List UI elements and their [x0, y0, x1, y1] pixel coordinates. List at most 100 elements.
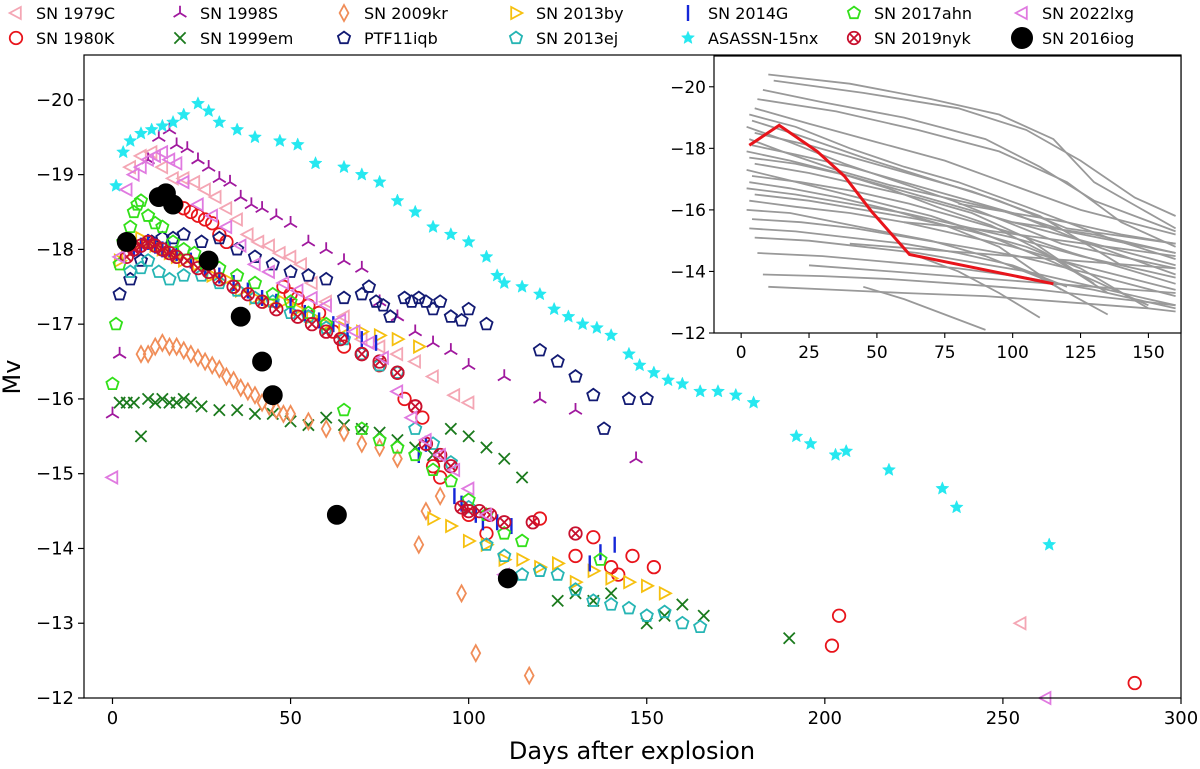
legend-entry-ptf11iqb: PTF11iqb [336, 29, 438, 48]
legend-entry-sn-1998s: SN 1998S [173, 4, 278, 23]
data-point-sn-2017ahn [105, 376, 120, 391]
data-point-sn-1998s [201, 159, 216, 172]
inset-y-tick-label: −20 [670, 78, 706, 98]
inset-grey-curve [751, 218, 1176, 297]
data-point-sn-1999em [480, 441, 493, 454]
data-point-ptf11iqb [596, 421, 612, 435]
data-point-sn-1998s [497, 369, 512, 382]
data-point-sn-1980k [1127, 675, 1142, 691]
data-point-sn-2022lxg [132, 159, 147, 175]
data-point-sn-1999em [248, 407, 262, 421]
data-point-sn-2017ahn [247, 275, 263, 290]
data-point-asassn-15nx [632, 357, 647, 372]
data-point-asassn-15nx [425, 219, 441, 234]
data-point-sn-2009kr [171, 336, 183, 357]
main-axes-frame [83, 54, 1182, 699]
legend-marker [846, 30, 862, 46]
data-point-sn-2022lxg [168, 155, 183, 171]
data-point-sn-2009kr [392, 448, 403, 469]
data-point-asassn-15nx [675, 376, 690, 391]
data-point-sn-2016iog [497, 568, 518, 589]
inset-grey-curve [746, 150, 1109, 294]
data-point-sn-1980k [568, 548, 583, 564]
inset-grey-curve [757, 98, 1176, 248]
data-point-ptf11iqb [265, 256, 280, 271]
data-point-sn-1998s [244, 197, 259, 210]
data-point-sn-1998s [533, 391, 547, 404]
data-point-sn-2022lxg [431, 447, 446, 463]
data-point-sn-2013ej [621, 600, 637, 615]
data-point-sn-1998s [461, 358, 476, 371]
data-point-sn-2016iog [262, 385, 283, 406]
data-point-sn-1999em [658, 609, 671, 622]
data-point-sn-2013ej [568, 582, 583, 596]
data-point-sn-1998s [105, 406, 120, 419]
data-point-asassn-15nx [372, 174, 387, 189]
data-point-sn-1999em [462, 430, 475, 443]
data-point-sn-2022lxg [346, 324, 361, 340]
y-tick-label: −17 [36, 314, 74, 335]
data-point-ptf11iqb [212, 230, 227, 245]
data-point-sn-1999em [676, 598, 689, 611]
inset-grey-curve [904, 221, 1176, 257]
data-point-sn-1998s [443, 343, 458, 356]
data-point-sn-2009kr [523, 665, 535, 686]
data-point-sn-2022lxg [246, 256, 261, 272]
data-point-sn-2017ahn [265, 286, 280, 301]
y-tick-label: −20 [36, 90, 74, 111]
data-point-sn-2009kr [235, 377, 247, 398]
data-point-sn-1999em [148, 396, 162, 409]
data-point-sn-2022lxg [289, 283, 304, 299]
legend-entry-sn-2019nyk: SN 2019nyk [846, 29, 972, 48]
data-point-sn-1979c [260, 238, 275, 254]
legend-label: SN 2013ej [536, 29, 618, 48]
data-point-sn-2022lxg [389, 383, 404, 399]
data-point-sn-1979c [406, 354, 421, 370]
data-point-ptf11iqb [361, 279, 377, 293]
x-tick-label: 250 [986, 708, 1020, 729]
data-point-asassn-15nx [661, 372, 676, 387]
data-point-sn-1979c [371, 339, 386, 355]
data-point-ptf11iqb [194, 234, 209, 248]
data-point-sn-2013by [373, 327, 388, 343]
series-sn-2014g [132, 233, 616, 572]
data-point-sn-2016iog [252, 351, 273, 372]
data-point-asassn-15nx [728, 387, 743, 402]
legend-marker [1013, 5, 1028, 21]
inset-grey-curve [768, 285, 1176, 313]
data-point-sn-1979c [132, 148, 147, 164]
legend: SN 1979C SN 1980K SN 1998S SN 1999em SN 2009… [7, 3, 1134, 49]
inset-y-tick-label: −18 [670, 139, 706, 159]
data-point-sn-1980k [625, 548, 640, 564]
data-point-sn-2022lxg [460, 481, 475, 497]
data-point-sn-2009kr [470, 643, 482, 664]
series-sn-2009kr [135, 332, 535, 686]
data-point-sn-2013by [623, 574, 638, 590]
inset-grey-curve [1012, 221, 1176, 254]
data-point-sn-1980k [646, 560, 662, 575]
data-point-sn-1999em [184, 396, 198, 409]
data-point-sn-2019nyk [226, 279, 241, 294]
data-point-sn-2009kr [213, 359, 225, 379]
data-point-sn-2017ahn [130, 197, 145, 211]
data-point-sn-1979c [389, 346, 404, 362]
data-point-sn-2022lxg [317, 297, 332, 313]
data-point-ptf11iqb [112, 286, 127, 301]
data-point-asassn-15nx [621, 346, 637, 361]
inset-y-ticks: −20 −18 −16 −14 −12 [670, 78, 714, 344]
data-point-sn-1980k [831, 608, 847, 623]
data-point-asassn-15nx [935, 481, 950, 495]
data-point-sn-2017ahn [319, 316, 334, 331]
data-point-sn-1980k [183, 204, 198, 220]
legend-label: SN 1980K [36, 29, 115, 48]
data-point-sn-2016iog [230, 306, 251, 327]
data-point-ptf11iqb [123, 271, 138, 286]
data-point-sn-1980k [425, 459, 441, 474]
main-y-ticks: −20 −19 −18 −17 −16 −15 −14 −13 −12 [36, 90, 84, 709]
legend-label: SN 1979C [36, 4, 115, 23]
data-point-sn-2017ahn [283, 294, 298, 308]
data-point-sn-2009kr [420, 501, 432, 521]
data-point-sn-2013ej [140, 253, 156, 267]
data-point-ptf11iqb [319, 271, 334, 286]
data-point-asassn-15nx [190, 96, 206, 110]
